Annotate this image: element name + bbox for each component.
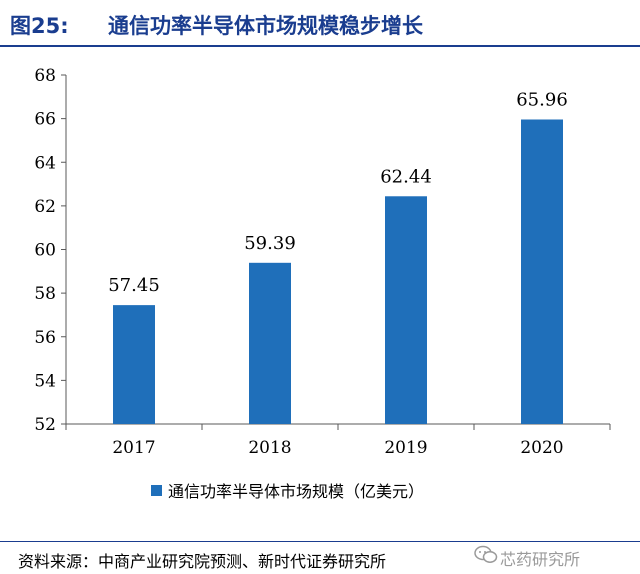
data-label: 59.39 bbox=[244, 233, 296, 254]
bar-series bbox=[113, 119, 563, 424]
data-label: 57.45 bbox=[108, 275, 160, 296]
x-tick-label: 2017 bbox=[112, 438, 155, 458]
y-tick-label: 68 bbox=[34, 66, 56, 86]
bar-2018 bbox=[249, 262, 291, 424]
y-tick-label: 56 bbox=[34, 328, 56, 348]
x-axis: 2017 2018 2019 2020 bbox=[65, 423, 611, 458]
footer-rule bbox=[0, 541, 640, 542]
bar-2020 bbox=[521, 119, 563, 424]
data-labels: 57.45 59.39 62.44 65.96 bbox=[108, 89, 568, 296]
y-tick-label: 60 bbox=[34, 241, 56, 261]
x-tick-label: 2019 bbox=[384, 438, 427, 458]
y-tick-label: 62 bbox=[34, 197, 56, 217]
wechat-icon bbox=[474, 545, 498, 563]
figure-title: 通信功率半导体市场规模稳步增长 bbox=[108, 14, 423, 38]
data-label: 62.44 bbox=[380, 166, 432, 187]
data-label: 65.96 bbox=[516, 89, 568, 110]
y-tick-label: 66 bbox=[34, 110, 56, 130]
legend: 通信功率半导体市场规模（亿美元） bbox=[151, 482, 424, 501]
header-rule bbox=[0, 45, 640, 47]
watermark: 芯药研究所 bbox=[474, 543, 634, 569]
x-tick-label: 2018 bbox=[248, 438, 291, 458]
y-tick-label: 58 bbox=[34, 284, 56, 304]
y-tick-label: 64 bbox=[34, 153, 56, 173]
legend-label: 通信功率半导体市场规模（亿美元） bbox=[168, 482, 424, 501]
y-axis: 52 54 56 58 60 62 64 66 68 bbox=[34, 66, 67, 435]
y-tick-label: 54 bbox=[34, 371, 56, 391]
bar-2017 bbox=[113, 305, 155, 424]
x-tick-label: 2020 bbox=[520, 438, 563, 458]
bar-chart: 52 54 56 58 60 62 64 66 68 2017 2018 2019 2020 57.4… bbox=[34, 66, 611, 501]
figure-number: 图25: bbox=[10, 14, 69, 38]
watermark-text: 芯药研究所 bbox=[500, 550, 581, 569]
y-tick-label: 52 bbox=[34, 415, 56, 435]
figure-header: 图25: 通信功率半导体市场规模稳步增长 bbox=[0, 0, 640, 46]
legend-swatch bbox=[151, 485, 162, 496]
source-note: 资料来源：中商产业研究院预测、新时代证券研究所 bbox=[18, 552, 387, 571]
bar-2019 bbox=[385, 196, 427, 424]
